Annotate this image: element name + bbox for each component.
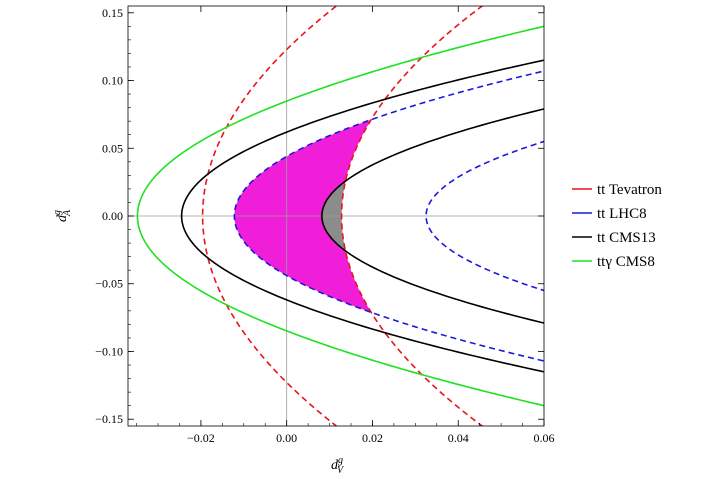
legend: tt Tevatron tt LHC8 tt CMS13 ttγ CMS8 xyxy=(572,182,662,270)
legend-label-4: ttγ CMS8 xyxy=(597,254,655,270)
axis-ticks: −0.02 0.00 0.02 0.04 0.06 0.15 0.10 0.05 0.00 −0.… xyxy=(95,6,554,445)
y-tick-label-4: −0.05 xyxy=(95,277,123,291)
x-axis-label: dg V xyxy=(331,455,345,476)
legend-label-2: tt LHC8 xyxy=(597,206,647,222)
curve-1-2 xyxy=(340,6,484,426)
y-tick-label-0: 0.15 xyxy=(102,6,123,20)
zero-lines xyxy=(128,6,544,426)
y-tick-label-1: 0.10 xyxy=(102,74,123,88)
y-tick-label-6: −0.15 xyxy=(95,412,123,426)
curve-3-2 xyxy=(321,108,544,324)
legend-label-3: tt CMS13 xyxy=(597,230,656,246)
legend-label-1: tt Tevatron xyxy=(597,182,662,198)
y-tick-label-2: 0.05 xyxy=(102,141,123,155)
y-tick-label-3: 0.00 xyxy=(102,209,123,223)
y-axis-label: dgA xyxy=(52,209,73,222)
x-tick-label-1: 0.00 xyxy=(276,431,297,445)
contour-curves xyxy=(136,6,544,426)
curve-4-1 xyxy=(136,25,544,407)
x-tick-label-0: −0.02 xyxy=(187,431,215,445)
x-tick-label-4: 0.06 xyxy=(534,431,555,445)
curve-3-1 xyxy=(180,59,544,373)
x-tick-label-3: 0.04 xyxy=(448,431,469,445)
curve-2-1 xyxy=(233,70,544,362)
x-tick-label-2: 0.02 xyxy=(362,431,383,445)
y-tick-label-5: −0.10 xyxy=(95,344,123,358)
axis-labels: dg V dgA xyxy=(52,209,345,476)
